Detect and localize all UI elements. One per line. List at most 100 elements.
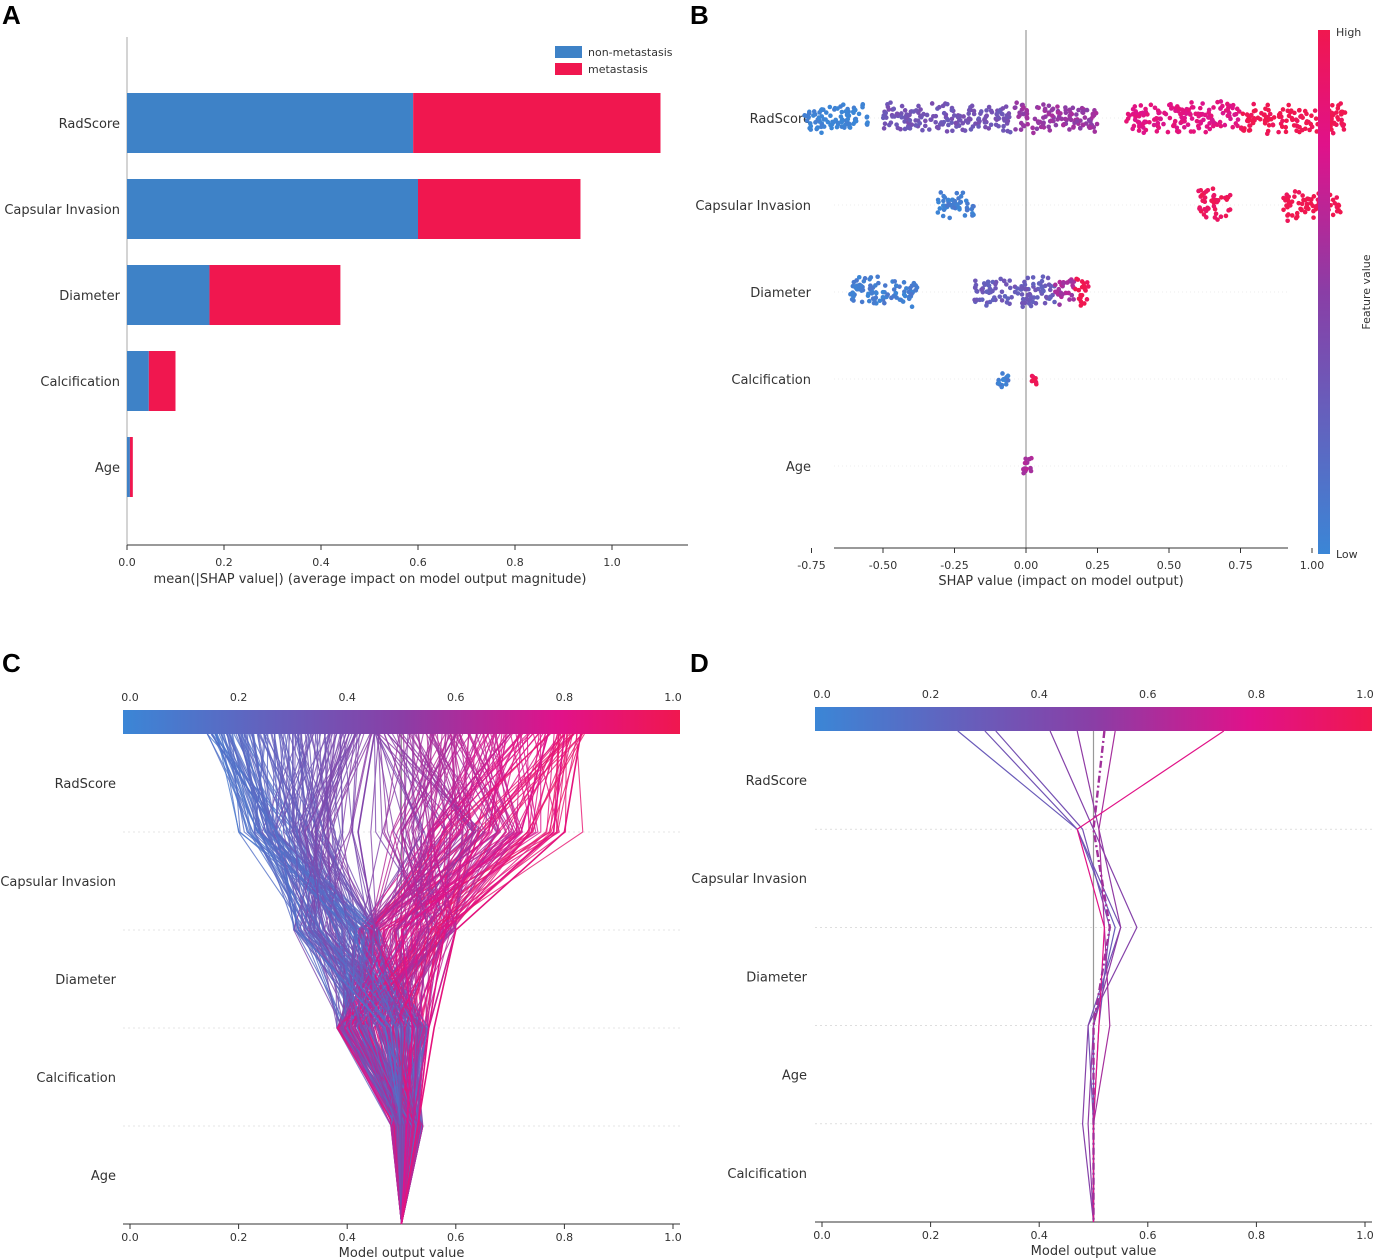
shap-point bbox=[1015, 286, 1020, 291]
shap-point bbox=[1264, 131, 1270, 137]
shap-point bbox=[960, 120, 966, 126]
shap-point bbox=[1136, 128, 1142, 133]
bar-non-metastasis bbox=[127, 351, 149, 411]
shap-point bbox=[1332, 200, 1338, 206]
shap-point bbox=[1218, 123, 1224, 129]
bar-metastasis bbox=[148, 351, 176, 411]
shap-point bbox=[815, 125, 820, 130]
shap-point bbox=[1205, 187, 1211, 193]
shap-point bbox=[1223, 213, 1229, 219]
bar-metastasis bbox=[418, 179, 581, 239]
feature-label: Age bbox=[95, 461, 120, 476]
shap-point bbox=[1001, 128, 1006, 133]
shap-point bbox=[1145, 112, 1150, 117]
shap-point bbox=[1283, 124, 1289, 130]
panel-a-bar-chart: RadScore Capsular Invasion Diameter Calcifi… bbox=[4, 37, 688, 587]
shap-point bbox=[997, 294, 1003, 299]
shap-point bbox=[1067, 127, 1072, 132]
shap-point bbox=[1151, 122, 1157, 128]
decision-path bbox=[344, 733, 521, 1225]
shap-point bbox=[1203, 129, 1209, 135]
shap-point bbox=[1000, 111, 1005, 117]
shap-point bbox=[1285, 218, 1290, 224]
shap-point bbox=[902, 119, 907, 124]
shap-point bbox=[812, 112, 818, 117]
panel-c-decision-plot: 0.0 0.0 0.2 0.2 0.4 0.4 0.6 0.6 0.8 0.8 1.0 1.0 RadS… bbox=[0, 691, 681, 1260]
shap-point bbox=[1232, 112, 1237, 117]
shap-point bbox=[1057, 302, 1062, 307]
feature-label: Diameter bbox=[55, 973, 116, 988]
shap-point bbox=[1165, 129, 1171, 135]
shap-point bbox=[1078, 295, 1083, 301]
shap-point bbox=[1306, 196, 1312, 202]
decision-path bbox=[337, 733, 507, 1225]
top-tick-label: 0.8 bbox=[556, 691, 574, 704]
shap-point bbox=[806, 111, 812, 116]
top-tick-label: 0.0 bbox=[121, 691, 139, 704]
shap-point bbox=[1078, 303, 1084, 308]
feature-label: RadScore bbox=[750, 112, 811, 127]
shap-point bbox=[882, 121, 888, 127]
shap-point bbox=[1034, 126, 1040, 132]
shap-point bbox=[1284, 203, 1289, 208]
shap-point bbox=[1193, 111, 1198, 117]
shap-point bbox=[827, 104, 833, 110]
decision-path bbox=[1076, 730, 1225, 1222]
shap-point bbox=[1043, 294, 1049, 300]
shap-point bbox=[1173, 108, 1178, 114]
shap-point bbox=[1055, 104, 1060, 109]
shap-point bbox=[1137, 122, 1142, 128]
shap-point bbox=[1218, 214, 1224, 220]
shap-point bbox=[1071, 125, 1076, 130]
shap-point bbox=[941, 198, 946, 204]
bar-metastasis bbox=[413, 93, 661, 153]
feature-label: Diameter bbox=[59, 289, 120, 304]
shap-point bbox=[1140, 110, 1145, 116]
legend-swatch-metastasis bbox=[555, 63, 582, 75]
shap-point bbox=[1086, 117, 1092, 123]
colorbar-title: Feature value bbox=[1360, 254, 1373, 329]
shap-point bbox=[999, 298, 1005, 303]
shap-point bbox=[1028, 294, 1034, 300]
shap-point bbox=[1081, 301, 1087, 306]
shap-point bbox=[998, 276, 1003, 282]
feature-label: Age bbox=[91, 1169, 116, 1184]
shap-point bbox=[1302, 209, 1308, 215]
shap-point bbox=[993, 122, 999, 128]
shap-point bbox=[1019, 285, 1024, 290]
bar-metastasis bbox=[209, 265, 341, 325]
feature-label: Calcification bbox=[731, 373, 811, 388]
shap-point bbox=[1155, 120, 1161, 126]
shap-point bbox=[971, 108, 977, 114]
shap-point bbox=[954, 190, 960, 196]
shap-point bbox=[1197, 105, 1203, 111]
shap-point bbox=[1299, 207, 1304, 212]
shap-point bbox=[821, 124, 827, 129]
shap-point bbox=[1309, 124, 1315, 130]
shap-point bbox=[995, 114, 1001, 120]
shap-point bbox=[1014, 100, 1019, 106]
top-colorbar bbox=[815, 707, 1372, 731]
shap-point bbox=[1073, 286, 1078, 292]
shap-point bbox=[880, 289, 886, 295]
shap-point bbox=[1059, 116, 1064, 122]
shap-point bbox=[1005, 378, 1011, 383]
x-tick-label: 0.0 bbox=[121, 1231, 139, 1244]
shap-point bbox=[1176, 129, 1182, 134]
shap-point bbox=[902, 108, 908, 113]
shap-point bbox=[1067, 297, 1072, 302]
shap-point bbox=[973, 278, 978, 284]
shap-point bbox=[1290, 117, 1295, 123]
shap-point bbox=[1202, 195, 1208, 200]
shap-point bbox=[1130, 126, 1135, 132]
shap-point bbox=[1284, 118, 1289, 124]
shap-point bbox=[1299, 113, 1304, 119]
shap-point bbox=[898, 297, 904, 303]
shap-point bbox=[1169, 105, 1175, 110]
shap-point bbox=[986, 283, 992, 288]
shap-point bbox=[1250, 120, 1256, 126]
shap-point bbox=[1094, 121, 1100, 127]
shap-point bbox=[1279, 124, 1285, 130]
shap-point bbox=[1088, 125, 1094, 130]
decision-path bbox=[392, 733, 573, 1225]
